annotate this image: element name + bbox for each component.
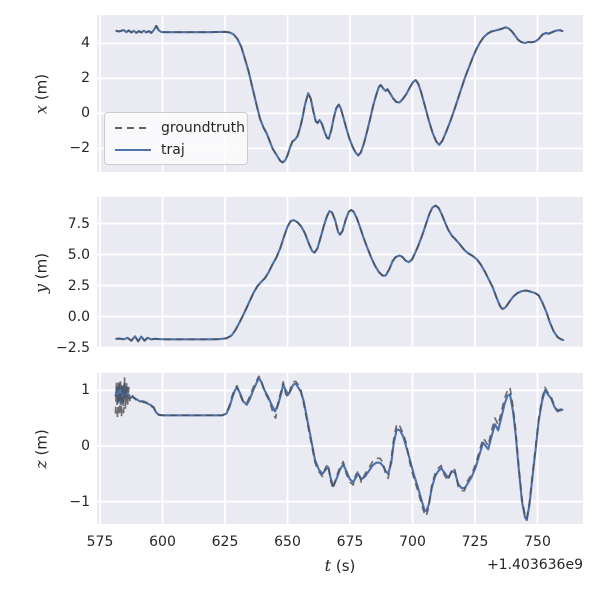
groundtruth-line	[114, 375, 563, 520]
x-tick-label: 650	[274, 534, 301, 550]
traj-line	[114, 376, 564, 522]
traj-line-sample	[115, 149, 151, 151]
y-tick-label: 0	[81, 437, 90, 454]
groundtruth-line	[116, 204, 564, 343]
traj-line	[115, 204, 565, 343]
legend-item-groundtruth: groundtruth	[114, 120, 245, 136]
y-subplot-canvas	[97, 197, 583, 348]
y-tick-label: 2.5	[67, 277, 90, 294]
y-tick-label: 0.0	[67, 308, 90, 325]
legend-label-traj: traj	[161, 142, 185, 158]
y-tick-label: 2	[81, 70, 90, 87]
y-tick-label: 4	[81, 35, 90, 52]
y-tick-label: 7.5	[67, 215, 90, 232]
x-tick-label: 750	[524, 534, 551, 550]
y-tick-label: 1	[81, 382, 90, 399]
x-axis-label-unit: (s)	[335, 557, 356, 575]
y-tick-label: −1	[69, 493, 90, 510]
y-tick-label: 5.0	[67, 246, 90, 263]
y-axis-label-z-var: z	[31, 459, 51, 469]
legend: groundtruth traj	[104, 112, 248, 165]
groundtruth-dashed-line-sample	[115, 127, 151, 129]
x-tick-label: 575	[86, 534, 114, 550]
groundtruth-line	[116, 25, 563, 164]
axis-offset-text: +1.403636e9	[486, 557, 583, 573]
x-tick-label: 725	[461, 534, 489, 550]
z-subplot-canvas	[97, 373, 583, 524]
y-tick-label: −2	[69, 140, 90, 157]
y-tick-label: −2.5	[56, 339, 90, 356]
legend-label-groundtruth: groundtruth	[161, 120, 246, 136]
x-tick-label: 700	[399, 534, 426, 550]
x-tick-label: 600	[149, 534, 176, 550]
x-axis-label: t (s)	[325, 556, 356, 575]
x-tick-label: 625	[211, 534, 239, 550]
x-axis-label-var: t	[324, 556, 332, 575]
legend-item-traj: traj	[114, 142, 237, 158]
y-tick-label: 0	[81, 105, 90, 122]
x-tick-label: 675	[336, 534, 364, 550]
